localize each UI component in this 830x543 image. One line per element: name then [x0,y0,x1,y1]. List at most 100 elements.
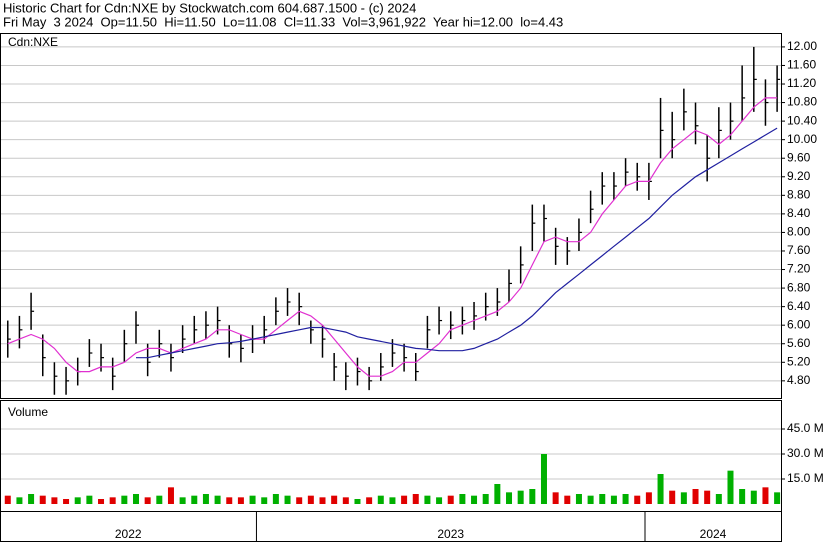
y-tick-label: 10.80 [787,95,817,109]
volume-bar [237,497,244,504]
volume-bar [307,495,314,504]
volume-bar [249,495,256,504]
volume-bar [261,497,268,504]
volume-bar [74,497,81,504]
moving-average [136,127,778,359]
volume-bar [715,494,722,504]
volume-bar [51,497,58,504]
volume-bar [39,495,46,504]
x-tick-label: 2023 [437,527,464,541]
y-tick-label: 10.40 [787,113,817,127]
chart-title: Historic Chart for Cdn:NXE by Stockwatch… [3,0,416,15]
y-tick-label: 15.0 M [787,471,824,485]
volume-bar [540,454,547,504]
volume-bar [284,495,291,504]
x-axis-band [0,511,782,542]
volume-bar [459,494,466,504]
volume-bar [4,495,11,504]
volume-bar [762,487,769,504]
volume-bar [774,492,781,504]
y-tick-label: 10.00 [787,132,817,146]
volume-bar [750,490,757,504]
volume-bar [167,487,174,504]
volume-bar [401,495,408,504]
y-tick-label: 7.60 [787,243,811,257]
volume-bar [331,495,338,504]
y-tick-label: 9.20 [787,169,811,183]
y-tick-label: 5.20 [787,354,811,368]
volume-bar [517,490,524,504]
volume-bar [552,492,559,504]
volume-bar [436,497,443,504]
volume-bar [98,499,105,504]
y-tick-label: 12.00 [787,39,817,53]
y-tick-label: 8.80 [787,187,811,201]
y-tick-label: 45.0 M [787,421,824,435]
volume-bar [622,494,629,504]
volume-bar [202,494,209,504]
y-tick-label: 11.60 [787,58,816,72]
y-tick-label: 11.20 [787,76,816,90]
volume-bar [657,474,664,504]
volume-bar [121,495,128,504]
volume-bar [377,495,384,504]
volume-bar [132,494,139,504]
volume-bar [424,495,431,504]
volume-bar [354,499,361,504]
y-tick-label: 7.20 [787,262,811,276]
volume-bar [28,494,35,504]
y-tick-label: 8.40 [787,206,811,220]
volume-bar [366,497,373,504]
volume-bar [599,494,606,504]
volume-bar [564,495,571,504]
y-tick-label: 6.80 [787,280,811,294]
volume-bar [739,489,746,504]
volume-bar [226,497,233,504]
volume-bar [471,495,478,504]
volume-bar [156,495,163,504]
volume-bar [575,494,582,504]
volume-bar [296,497,303,504]
y-tick-label: 8.00 [787,225,811,239]
y-tick-label: 6.00 [787,317,811,331]
volume-bar [447,495,454,504]
volume-bar [494,484,501,504]
volume-bar [506,492,513,504]
y-tick-label: 5.60 [787,336,811,350]
volume-label: Volume [8,405,48,419]
volume-bar [692,489,699,504]
volume-bar [109,497,116,504]
volume-bar [214,495,221,504]
x-tick-label: 2024 [700,527,727,541]
volume-bar [319,497,326,504]
y-tick-label: 9.60 [787,150,811,164]
y-tick-label: 30.0 M [787,446,824,460]
volume-bar [179,497,186,504]
volume-bar [669,490,676,504]
volume-bar [191,495,198,504]
moving-average [7,97,778,377]
x-tick-label: 2022 [115,527,142,541]
volume-bar [645,492,652,504]
volume-bar [144,497,151,504]
volume-bar [704,490,711,504]
volume-bar [610,495,617,504]
volume-bar [16,497,23,504]
volume-bar [680,492,687,504]
y-tick-label: 4.80 [787,373,811,387]
volume-bar [587,495,594,504]
volume-bar [529,489,536,504]
symbol-label: Cdn:NXE [8,35,58,49]
volume-bar [389,497,396,504]
volume-bar [727,470,734,504]
volume-panel [0,400,782,512]
volume-bar [412,494,419,504]
volume-bar [86,495,93,504]
volume-bar [63,499,70,504]
y-tick-label: 6.40 [787,299,811,313]
volume-bar [342,497,349,504]
volume-bar [634,495,641,504]
chart-subtitle: Fri May 3 2024 Op=11.50 Hi=11.50 Lo=11.0… [3,14,563,29]
volume-bar [272,494,279,504]
